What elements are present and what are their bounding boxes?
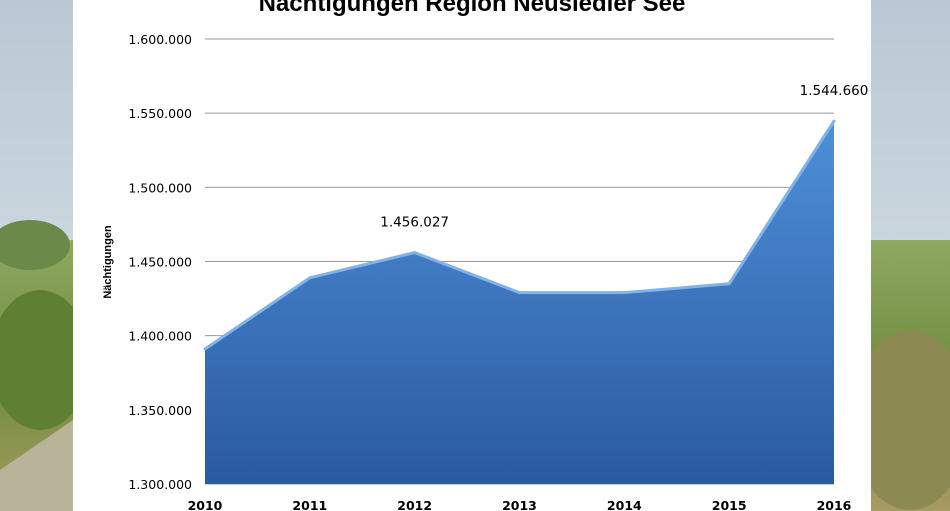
chart-panel: Nächtigungen Region Neusiedler See Nächt… [73, 0, 871, 511]
y-tick-label: 1.550.000 [128, 106, 192, 121]
data-point [832, 119, 836, 123]
data-labels: 1.456.027 1.544.660 [380, 83, 868, 230]
data-label: 1.456.027 [380, 215, 449, 231]
x-tick-label: 2014 [607, 498, 642, 511]
data-point [203, 347, 207, 351]
area-chart: Nächtigungen Region Neusiedler See Nächt… [102, 0, 868, 511]
data-point [622, 291, 626, 295]
x-axis-ticks: 2010 2011 2012 2013 2014 2015 2016 [188, 498, 852, 511]
y-tick-label: 1.350.000 [128, 403, 192, 418]
x-tick-label: 2015 [712, 498, 747, 511]
y-tick-label: 1.400.000 [128, 329, 192, 344]
y-axis-ticks: 1.300.000 1.350.000 1.400.000 1.450.000 1.50… [128, 32, 192, 492]
data-point [727, 282, 731, 286]
chart-title: Nächtigungen Region Neusiedler See [259, 0, 686, 17]
y-tick-label: 1.300.000 [128, 477, 192, 492]
x-tick-label: 2010 [188, 498, 223, 511]
data-point [413, 251, 417, 255]
x-tick-label: 2012 [397, 498, 432, 511]
x-tick-label: 2013 [502, 498, 537, 511]
x-tick-label: 2016 [817, 498, 852, 511]
data-point [308, 276, 312, 280]
area-fill [205, 121, 834, 484]
series-area [203, 119, 836, 484]
y-tick-label: 1.450.000 [128, 255, 192, 270]
data-label: 1.544.660 [800, 83, 869, 99]
y-tick-label: 1.500.000 [128, 180, 192, 195]
x-tick-label: 2011 [292, 498, 327, 511]
y-tick-label: 1.600.000 [128, 32, 192, 47]
y-axis-label: Nächtigungen [102, 225, 114, 299]
data-point [518, 291, 521, 295]
